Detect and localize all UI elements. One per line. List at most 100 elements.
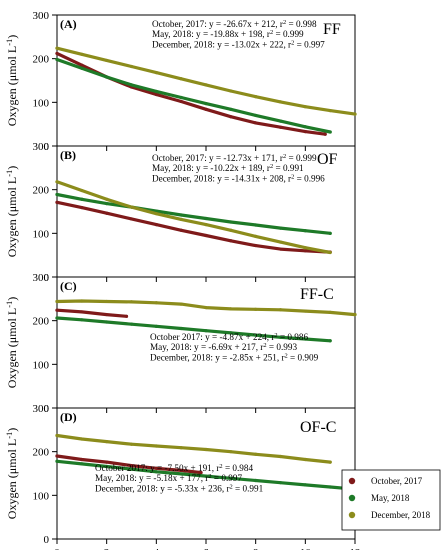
data-point xyxy=(80,318,84,322)
data-point xyxy=(254,223,258,227)
data-point xyxy=(55,57,59,62)
data-point xyxy=(154,301,158,305)
data-point xyxy=(179,213,183,217)
y-tick-label: 0 xyxy=(44,534,50,546)
data-point xyxy=(328,109,332,113)
data-point xyxy=(179,446,183,450)
data-point xyxy=(80,197,84,201)
data-point xyxy=(204,447,208,452)
data-point xyxy=(105,197,109,201)
data-point xyxy=(278,119,283,123)
x-tick-label: 4 xyxy=(154,547,160,550)
regression-equation: May, 2018: y = -5.18x + 177, r2 = 0.997 xyxy=(95,473,242,484)
data-point xyxy=(105,211,109,215)
data-point xyxy=(55,200,59,204)
x-tick-label: 0 xyxy=(54,547,60,550)
data-point xyxy=(229,307,233,311)
panel-tag: OF xyxy=(317,151,338,168)
data-point xyxy=(303,309,307,313)
data-point xyxy=(179,302,183,306)
panel-tag: FF xyxy=(323,21,341,38)
data-point xyxy=(303,105,307,109)
data-point xyxy=(179,326,183,331)
series-line-may-2018 xyxy=(55,192,332,235)
data-point xyxy=(154,470,158,474)
data-point xyxy=(80,310,84,314)
data-point xyxy=(80,205,84,210)
data-point xyxy=(105,202,109,206)
y-tick-label: 300 xyxy=(33,10,50,22)
data-point xyxy=(129,64,134,69)
data-point xyxy=(129,467,134,471)
data-point xyxy=(278,335,283,339)
data-point xyxy=(278,308,283,312)
data-point xyxy=(199,471,203,475)
regression-equation: October, 2017: y = -12.73x + 171, r2 = 0… xyxy=(152,153,317,164)
data-point xyxy=(55,454,59,458)
data-point xyxy=(254,333,258,337)
data-point xyxy=(80,437,84,441)
panel-label: (B) xyxy=(60,148,76,162)
data-point xyxy=(229,450,233,454)
data-point xyxy=(204,305,208,310)
data-point xyxy=(254,121,258,125)
data-point xyxy=(129,300,134,304)
data-point xyxy=(328,130,332,134)
y-tick-label: 0 xyxy=(44,403,50,415)
data-point xyxy=(353,112,357,116)
panel-label: (A) xyxy=(60,17,77,31)
x-tick-label: 10 xyxy=(300,547,312,550)
panel-ff: 0 100 200 300 Oxygen (μmol L-1) (A) FF October,… xyxy=(5,10,357,153)
data-point xyxy=(278,454,283,459)
data-point xyxy=(55,299,59,304)
data-point xyxy=(229,107,233,111)
y-tick-label: 100 xyxy=(33,359,50,371)
data-point xyxy=(303,246,307,250)
y-axis-title: Oxygen (μmol L-1) xyxy=(5,297,20,388)
data-point xyxy=(204,329,208,333)
data-point xyxy=(105,299,109,304)
panel-ff-c: 0 100 200 300 Oxygen (μmol L-1) (C) FF-C Octobe… xyxy=(5,272,357,415)
data-point xyxy=(129,205,134,209)
x-tick-label: 8 xyxy=(253,547,259,550)
data-point xyxy=(129,442,134,446)
legend-marker xyxy=(348,494,356,502)
regression-equation: October 2017: y = -7.50x + 191, r2 = 0.9… xyxy=(95,463,253,474)
data-point xyxy=(105,75,109,79)
data-point xyxy=(204,83,208,87)
data-point xyxy=(254,234,258,238)
data-point xyxy=(204,216,208,221)
series-line-december-2018 xyxy=(55,433,332,464)
data-point xyxy=(254,478,258,483)
data-point xyxy=(328,485,332,489)
y-tick-label: 0 xyxy=(44,141,50,153)
data-point xyxy=(154,466,158,470)
legend-box xyxy=(341,469,441,531)
y-tick-label: 200 xyxy=(33,185,50,197)
series-line-december-2018 xyxy=(55,180,332,255)
data-point xyxy=(55,308,59,312)
data-point xyxy=(229,115,233,119)
data-point xyxy=(55,433,59,438)
data-point xyxy=(179,472,183,476)
data-point xyxy=(105,460,109,464)
data-point xyxy=(80,188,84,193)
data-point xyxy=(179,228,183,232)
data-point xyxy=(179,77,183,81)
data-point xyxy=(303,125,307,129)
data-point xyxy=(154,92,158,97)
y-tick-label: 100 xyxy=(33,228,50,240)
data-point xyxy=(254,307,258,311)
data-point xyxy=(105,464,109,469)
data-point xyxy=(278,481,283,485)
panel-of: 0 100 200 300 Oxygen (μmol L-1) (B) OFOctober,… xyxy=(5,141,356,284)
data-point xyxy=(129,217,134,221)
data-point xyxy=(55,192,59,197)
legend-marker xyxy=(348,511,356,519)
regression-equation: December, 2018: y = -5.33x + 236, r2 = 0… xyxy=(95,483,264,494)
data-point xyxy=(328,339,332,343)
data-point xyxy=(229,239,233,243)
data-point xyxy=(154,444,158,448)
data-point xyxy=(55,51,59,56)
